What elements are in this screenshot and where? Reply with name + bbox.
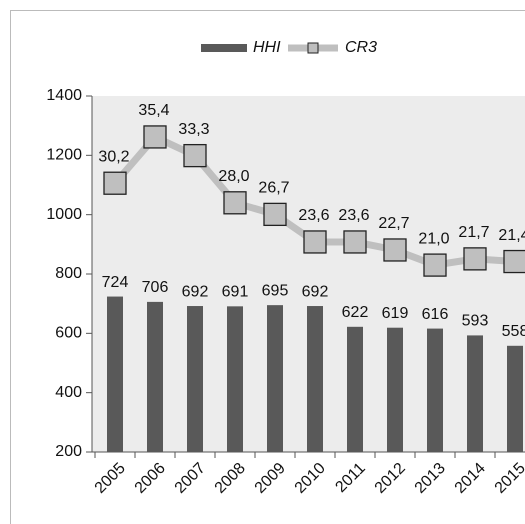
bar: [347, 326, 363, 452]
marker: [143, 125, 167, 149]
line-value-label: 21,0: [418, 230, 449, 247]
marker: [463, 247, 487, 271]
bar-value-label: 692: [182, 283, 209, 300]
bar-value-label: 622: [342, 304, 369, 321]
bar-value-label: 619: [382, 305, 409, 322]
y-tick-label: 1200: [46, 147, 82, 164]
line-value-label: 21,4: [498, 227, 525, 244]
line-value-label: 21,7: [458, 224, 489, 241]
bar-value-label: 695: [262, 282, 289, 299]
legend-label: CR3: [345, 39, 377, 56]
bar: [387, 327, 403, 452]
line-value-label: 30,2: [98, 148, 129, 165]
bar: [267, 305, 283, 452]
bar: [187, 306, 203, 452]
line-value-label: 23,6: [298, 207, 329, 224]
legend-swatch: [201, 44, 247, 52]
bar: [307, 306, 323, 452]
y-tick-label: 400: [55, 384, 82, 401]
bar: [507, 345, 523, 452]
legend: HHI CR3: [201, 39, 377, 56]
y-tick-label: 1400: [46, 87, 82, 104]
marker: [343, 230, 367, 254]
line-value-label: 28,0: [218, 168, 249, 185]
marker: [303, 230, 327, 254]
bar: [427, 328, 443, 452]
line-value-label: 26,7: [258, 180, 289, 197]
legend-marker: [307, 42, 319, 54]
marker: [423, 253, 447, 277]
y-tick-label: 800: [55, 265, 82, 282]
bar: [467, 335, 483, 452]
marker: [383, 238, 407, 262]
y-tick-label: 200: [55, 443, 82, 460]
line-value-label: 23,6: [338, 207, 369, 224]
bar-value-label: 616: [422, 306, 449, 323]
marker: [223, 191, 247, 215]
line-value-label: 35,4: [138, 102, 169, 119]
bar-value-label: 593: [462, 313, 489, 330]
bar: [107, 296, 123, 452]
line-value-label: 33,3: [178, 121, 209, 138]
marker: [183, 143, 207, 168]
marker: [103, 171, 127, 195]
bar-value-label: 692: [302, 283, 329, 300]
y-tick-label: 1000: [46, 206, 82, 223]
marker: [503, 249, 525, 274]
line-value-label: 22,7: [378, 215, 409, 232]
bar-value-label: 558: [502, 323, 525, 340]
legend-label: HHI: [253, 39, 281, 56]
bar: [227, 306, 243, 452]
bar-value-label: 724: [102, 274, 129, 291]
marker: [263, 202, 287, 227]
bar-value-label: 691: [222, 284, 249, 301]
y-tick-label: 600: [55, 325, 82, 342]
bar-value-label: 706: [142, 279, 169, 296]
bar: [147, 301, 163, 452]
